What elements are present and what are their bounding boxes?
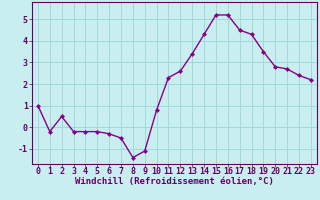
X-axis label: Windchill (Refroidissement éolien,°C): Windchill (Refroidissement éolien,°C) bbox=[75, 177, 274, 186]
